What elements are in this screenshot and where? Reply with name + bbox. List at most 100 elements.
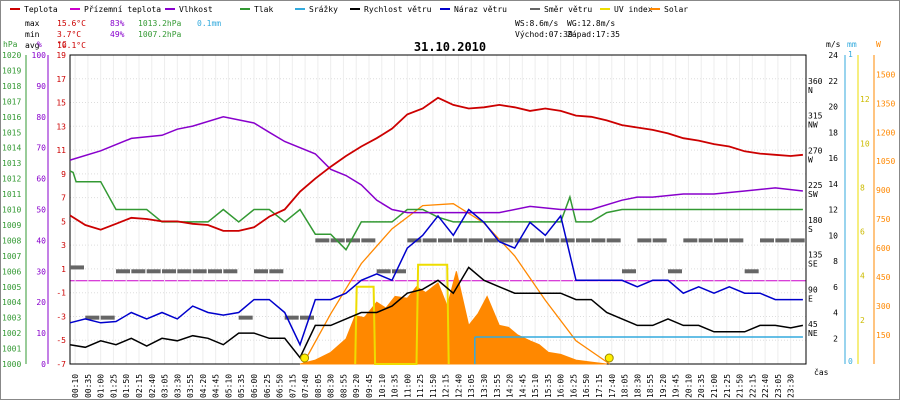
- pressure-tick-label: 1012: [2, 175, 21, 184]
- x-tick-label: 06:25: [263, 374, 272, 398]
- x-tick-label: 01:25: [109, 374, 118, 398]
- pressure-tick-label: 1014: [2, 144, 21, 153]
- pressure-tick-label: 1009: [2, 221, 21, 230]
- pressure-line: [69, 170, 803, 251]
- solar-tick-label: 1350: [876, 99, 895, 108]
- temp-tick-label: 5: [61, 217, 66, 226]
- direction-tick-label: 45: [808, 320, 818, 329]
- humidity-tick-label: 70: [36, 144, 46, 153]
- x-tick-label: 07:40: [301, 374, 310, 398]
- solar-tick-label: 750: [876, 215, 891, 224]
- x-tick-label: 14:45: [518, 374, 527, 398]
- wind-tick-label: 22: [828, 77, 838, 86]
- x-tick-label: 07:15: [288, 374, 297, 398]
- x-tick-label: 16:00: [557, 374, 566, 398]
- chart-series: [69, 96, 805, 365]
- x-tick-label: 06:00: [250, 374, 259, 398]
- legend-label: Vlhkost: [179, 5, 213, 14]
- direction-tick-label: 360: [808, 77, 823, 86]
- humidity-tick-label: 50: [36, 206, 46, 215]
- uv-tick-label: 2: [860, 316, 865, 325]
- x-tick-label: 11:25: [416, 374, 425, 398]
- stats-min-press: 1007.2hPa: [138, 30, 182, 39]
- solar-area: [299, 271, 607, 365]
- x-tick-label: 17:15: [595, 374, 604, 398]
- pressure-tick-label: 1017: [2, 97, 21, 106]
- x-tick-label: 05:10: [224, 374, 233, 398]
- direction-tick-label: W: [808, 155, 813, 164]
- x-tick-label: 21:00: [710, 374, 719, 398]
- legend-label: Solar: [664, 5, 688, 14]
- x-tick-label: 13:55: [493, 374, 502, 398]
- direction-tick-label: 270: [808, 146, 823, 155]
- x-tick-label: 13:05: [467, 374, 476, 398]
- solar-tick-label: 600: [876, 244, 891, 253]
- temp-tick-label: 11: [56, 146, 66, 155]
- temp-tick-label: -3: [56, 312, 66, 321]
- chart-title: 31.10.2010: [414, 40, 486, 54]
- legend-label: Tlak: [254, 5, 273, 14]
- unit-ms: m/s: [826, 40, 841, 49]
- direction-tick-label: N: [808, 86, 813, 95]
- stats-max-hum: 83%: [110, 19, 125, 28]
- direction-tick-label: 225: [808, 181, 823, 190]
- pressure-tick-label: 1005: [2, 283, 21, 292]
- sun-marker: [300, 353, 310, 363]
- x-tick-label: 12:40: [454, 374, 463, 398]
- solar-tick-label: 300: [876, 302, 891, 311]
- legend-label: UV index: [614, 5, 653, 14]
- direction-tick-label: NE: [808, 329, 818, 338]
- x-tick-label: 23:30: [787, 374, 796, 398]
- x-tick-label: 08:55: [339, 374, 348, 398]
- x-tick-labels: 00:10 00:35 01:00 01:25 01:50 02:15 02:40 03:05…: [71, 374, 796, 398]
- legend-label: Směr větru: [544, 5, 592, 14]
- unit-time: čas: [814, 367, 829, 377]
- x-tick-label: 05:35: [237, 374, 246, 398]
- rain-tick-label: 1: [848, 50, 853, 59]
- temp-tick-label: -7: [56, 360, 66, 369]
- x-tick-label: 08:05: [314, 374, 323, 398]
- direction-tick-label: SW: [808, 190, 818, 199]
- x-tick-label: 03:55: [186, 374, 195, 398]
- direction-tick-label: 180: [808, 216, 823, 225]
- pressure-tick-label: 1006: [2, 267, 21, 276]
- temp-tick-label: 1: [61, 265, 66, 274]
- x-tick-label: 02:40: [148, 374, 157, 398]
- pressure-tick-label: 1007: [2, 252, 21, 261]
- x-tick-label: 08:30: [327, 374, 336, 398]
- solar-tick-label: 1050: [876, 157, 895, 166]
- solar-tick-label: 450: [876, 273, 891, 282]
- stats-max-rain: 0.1mm: [197, 19, 221, 28]
- humidity-tick-label: 10: [36, 329, 46, 338]
- wind-tick-label: 8: [833, 257, 838, 266]
- pressure-tick-label: 1013: [2, 159, 21, 168]
- x-tick-label: 04:45: [212, 374, 221, 398]
- pressure-tick-label: 1003: [2, 314, 21, 323]
- humidity-tick-label: 40: [36, 236, 46, 245]
- x-tick-label: 11:00: [403, 374, 412, 398]
- temp-tick-label: 19: [56, 51, 66, 60]
- x-tick-label: 21:50: [736, 374, 745, 398]
- direction-tick-label: S: [808, 225, 813, 234]
- wind-tick-label: 2: [833, 334, 838, 343]
- wind-tick-label: 16: [828, 154, 838, 163]
- chart-legend: Teplota Přízemní teplota Vlhkost Tlak Srážky…: [10, 5, 688, 14]
- sunrise: Východ:07:39: [515, 30, 573, 39]
- unit-mm: mm: [847, 40, 857, 49]
- x-tick-label: 02:15: [135, 374, 144, 398]
- pressure-tick-label: 1000: [2, 360, 21, 369]
- x-tick-label: 01:00: [97, 374, 106, 398]
- x-tick-label: 11:50: [429, 374, 438, 398]
- pressure-tick-label: 1008: [2, 236, 21, 245]
- wind-speed-line: [69, 266, 804, 360]
- x-tick-label: 23:05: [774, 374, 783, 398]
- x-tick-label: 03:05: [161, 374, 170, 398]
- x-tick-label: 16:25: [569, 374, 578, 398]
- stats-min-temp: 3.7°C: [57, 30, 81, 39]
- stats-avg-temp: 10.1°C: [57, 41, 86, 50]
- stats-max-label: max: [25, 19, 40, 28]
- x-tick-label: 10:10: [378, 374, 387, 398]
- humidity-tick-label: 80: [36, 113, 46, 122]
- x-tick-label: 19:45: [672, 374, 681, 398]
